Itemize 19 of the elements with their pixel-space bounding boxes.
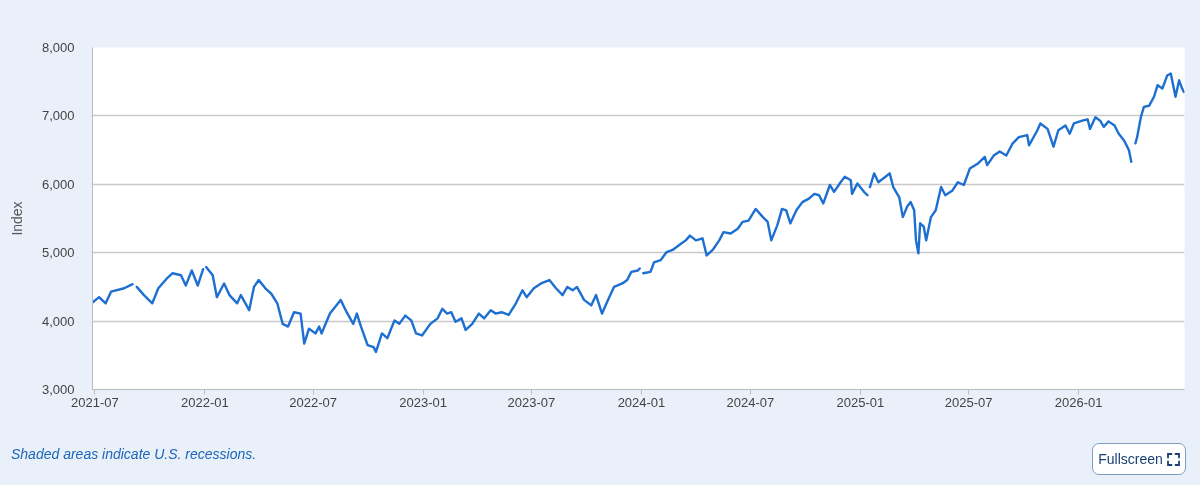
x-tick-label: 2024-01 [617, 394, 666, 410]
x-tick-label: 2021-07 [71, 394, 119, 410]
x-tick-label: 2024-07 [726, 394, 775, 410]
y-tick-label: 6,000 [41, 176, 75, 192]
x-tick-label: 2022-07 [289, 394, 338, 410]
y-tick-label: 5,000 [41, 245, 75, 261]
x-tick-label: 2022-01 [181, 394, 229, 410]
x-tick-label: 2026-01 [1054, 394, 1103, 410]
y-axis-title: Index [8, 201, 25, 236]
x-tick-label: 2025-07 [944, 394, 993, 410]
y-tick-label: 4,000 [41, 313, 75, 329]
x-tick-label: 2023-07 [507, 394, 556, 410]
y-tick-label: 3,000 [41, 382, 75, 397]
y-tick-label: 7,000 [41, 108, 75, 124]
x-tick-label: 2023-01 [399, 394, 448, 410]
x-tick-label: 2025-01 [836, 394, 885, 410]
fullscreen-button: Fullscreen [1092, 443, 1186, 475]
y-tick-label: 8,000 [41, 40, 75, 55]
text: Shaded areas indicate U.S. recessions. [11, 446, 257, 463]
